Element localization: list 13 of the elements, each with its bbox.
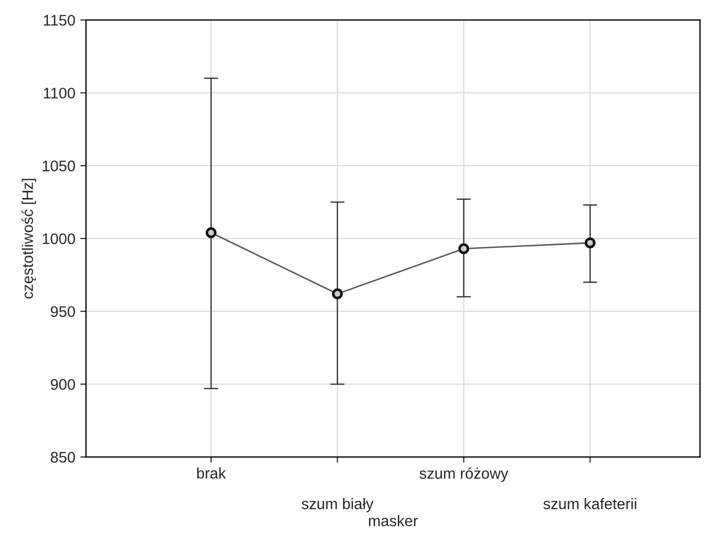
y-axis-title: częstotliwość [Hz] (22, 178, 36, 299)
x-tick-label: szum różowy (420, 467, 508, 482)
y-tick-label: 1050 (42, 160, 75, 172)
x-tick-label: szum biały (302, 498, 374, 512)
x-tick-label: szum kafeterii (543, 498, 636, 510)
y-tick-label: 1000 (42, 233, 75, 244)
x-axis-title: masker (368, 515, 418, 526)
y-tick-label: 850 (50, 452, 75, 463)
x-tick-label: brak (197, 467, 226, 479)
y-tick-label: 900 (50, 379, 75, 390)
y-tick-label: 1100 (44, 88, 75, 99)
y-tick-label: 950 (50, 306, 75, 318)
y-tick-label: 1150 (44, 14, 75, 26)
